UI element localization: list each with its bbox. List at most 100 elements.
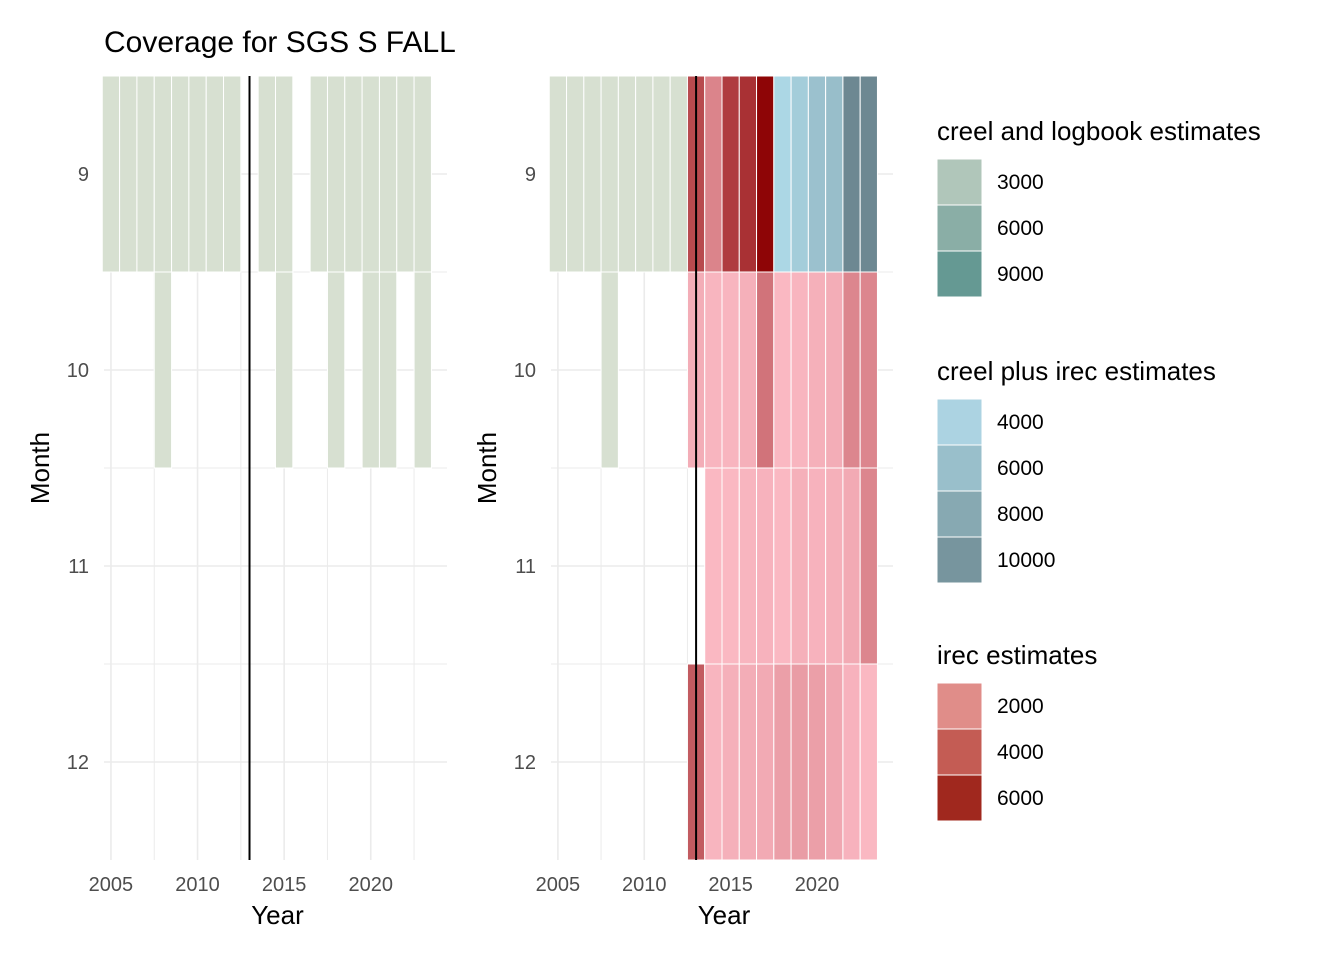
heat-tile-2009-9 xyxy=(617,75,637,273)
y-tick-label: 10 xyxy=(67,360,89,382)
heat-tile-2015-12 xyxy=(721,663,740,861)
heat-tile-2017-9 xyxy=(309,75,328,273)
heat-tile-2021-9 xyxy=(825,75,844,273)
y-axis-title: Month xyxy=(472,432,502,504)
heat-tile-2018-11 xyxy=(773,467,792,665)
legend-key xyxy=(936,536,983,584)
x-tick-label: 2015 xyxy=(262,874,307,896)
legend-key xyxy=(936,204,983,252)
heat-tile-2020-10 xyxy=(361,271,380,469)
heat-tile-2011-9 xyxy=(652,75,671,273)
legend-key xyxy=(936,444,983,492)
heat-tile-2015-9 xyxy=(721,75,740,273)
heat-tile-2023-11 xyxy=(859,467,878,665)
legend-key xyxy=(936,158,983,206)
y-tick-label: 11 xyxy=(68,556,89,578)
heat-tile-2006-9 xyxy=(119,75,138,273)
y-tick-label: 11 xyxy=(515,556,536,578)
heat-tile-2021-10 xyxy=(378,271,398,469)
x-tick-label: 2015 xyxy=(708,874,753,896)
heat-tile-2023-9 xyxy=(413,75,432,273)
heat-tile-2022-9 xyxy=(842,75,861,273)
heat-tile-2023-12 xyxy=(859,663,878,861)
legend-label: 6000 xyxy=(997,787,1044,810)
legend-title: creel and logbook estimates xyxy=(937,116,1261,146)
x-tick-label: 2005 xyxy=(89,874,134,896)
heat-tile-2015-10 xyxy=(275,271,294,469)
x-tick-label: 2010 xyxy=(175,874,220,896)
heat-tile-2009-9 xyxy=(171,75,190,273)
heat-tile-2014-12 xyxy=(704,663,723,861)
heat-tile-2019-9 xyxy=(790,75,809,273)
heat-tile-2020-9 xyxy=(361,75,380,273)
heat-tile-2023-10 xyxy=(413,271,432,469)
legend-label: 4000 xyxy=(997,411,1044,434)
heat-tile-2020-10 xyxy=(807,271,827,469)
legend-key xyxy=(936,682,983,730)
legend-label: 6000 xyxy=(997,217,1044,240)
legend-title: irec estimates xyxy=(937,640,1097,670)
heat-tile-2021-12 xyxy=(825,663,844,861)
heat-tile-2015-10 xyxy=(721,271,740,469)
legend-label: 4000 xyxy=(997,741,1044,764)
heat-tile-2022-10 xyxy=(842,271,861,469)
heat-tile-2014-11 xyxy=(704,467,723,665)
legend-label: 10000 xyxy=(997,549,1055,572)
heat-tile-2018-9 xyxy=(326,75,346,273)
x-tick-label: 2020 xyxy=(349,874,394,896)
heat-tile-2019-12 xyxy=(790,663,809,861)
heat-tile-2023-9 xyxy=(859,75,878,273)
x-tick-label: 2005 xyxy=(536,874,581,896)
heat-tile-2005-9 xyxy=(101,75,121,273)
x-tick-label: 2020 xyxy=(795,874,840,896)
legend-key xyxy=(936,490,983,538)
legend-key xyxy=(936,728,983,776)
legend: creel and logbook estimates 3000 6000 9000 c… xyxy=(936,116,1261,822)
heat-tile-2008-9 xyxy=(153,75,173,273)
heat-tile-2016-12 xyxy=(738,663,758,861)
heat-tile-2020-11 xyxy=(807,467,827,665)
legend-key xyxy=(936,250,983,298)
heat-tile-2018-9 xyxy=(773,75,792,273)
heat-tile-2012-9 xyxy=(669,75,688,273)
heat-tile-2022-9 xyxy=(396,75,415,273)
heat-tile-2017-12 xyxy=(756,663,775,861)
legend-label: 6000 xyxy=(997,457,1044,480)
x-axis-title: Year xyxy=(251,900,304,930)
y-tick-label: 10 xyxy=(514,360,536,382)
heat-tile-2018-10 xyxy=(326,271,346,469)
heat-tile-2007-9 xyxy=(136,75,155,273)
y-tick-label: 9 xyxy=(78,164,89,186)
x-axis-title: Year xyxy=(698,900,751,930)
heat-tile-2015-9 xyxy=(275,75,294,273)
y-axis-title: Month xyxy=(25,432,55,504)
heat-tile-2023-10 xyxy=(859,271,878,469)
heat-tile-2020-12 xyxy=(807,663,827,861)
heat-tile-2008-9 xyxy=(600,75,619,273)
heat-tile-2021-10 xyxy=(825,271,844,469)
heat-tile-2008-10 xyxy=(600,271,619,469)
legend-label: 8000 xyxy=(997,503,1044,526)
left-panel: 2005 2010 2015 2020 9 10 11 12 Year Month xyxy=(25,75,447,930)
heat-tile-2017-11 xyxy=(756,467,775,665)
y-tick-label: 12 xyxy=(514,752,536,774)
heat-tile-2010-9 xyxy=(188,75,207,273)
y-tick-label: 9 xyxy=(525,164,536,186)
heat-tile-2012-9 xyxy=(223,75,242,273)
heat-tile-2016-11 xyxy=(738,467,758,665)
legend-title: creel plus irec estimates xyxy=(937,356,1216,386)
heat-tile-2014-9 xyxy=(257,75,276,273)
heat-tile-2017-10 xyxy=(756,271,775,469)
heat-tile-2016-10 xyxy=(738,271,758,469)
legend-label: 9000 xyxy=(997,263,1044,286)
heat-tile-2018-10 xyxy=(773,271,792,469)
heat-tile-2021-11 xyxy=(825,467,844,665)
heat-tile-2014-10 xyxy=(704,271,723,469)
heat-tile-2005-9 xyxy=(548,75,568,273)
heat-tile-2019-9 xyxy=(344,75,363,273)
x-tick-label: 2010 xyxy=(622,874,667,896)
heat-tile-2006-9 xyxy=(566,75,585,273)
right-panel: 2005 2010 2015 2020 9 10 11 12 Year Month xyxy=(472,75,893,930)
heat-tile-2017-9 xyxy=(756,75,775,273)
